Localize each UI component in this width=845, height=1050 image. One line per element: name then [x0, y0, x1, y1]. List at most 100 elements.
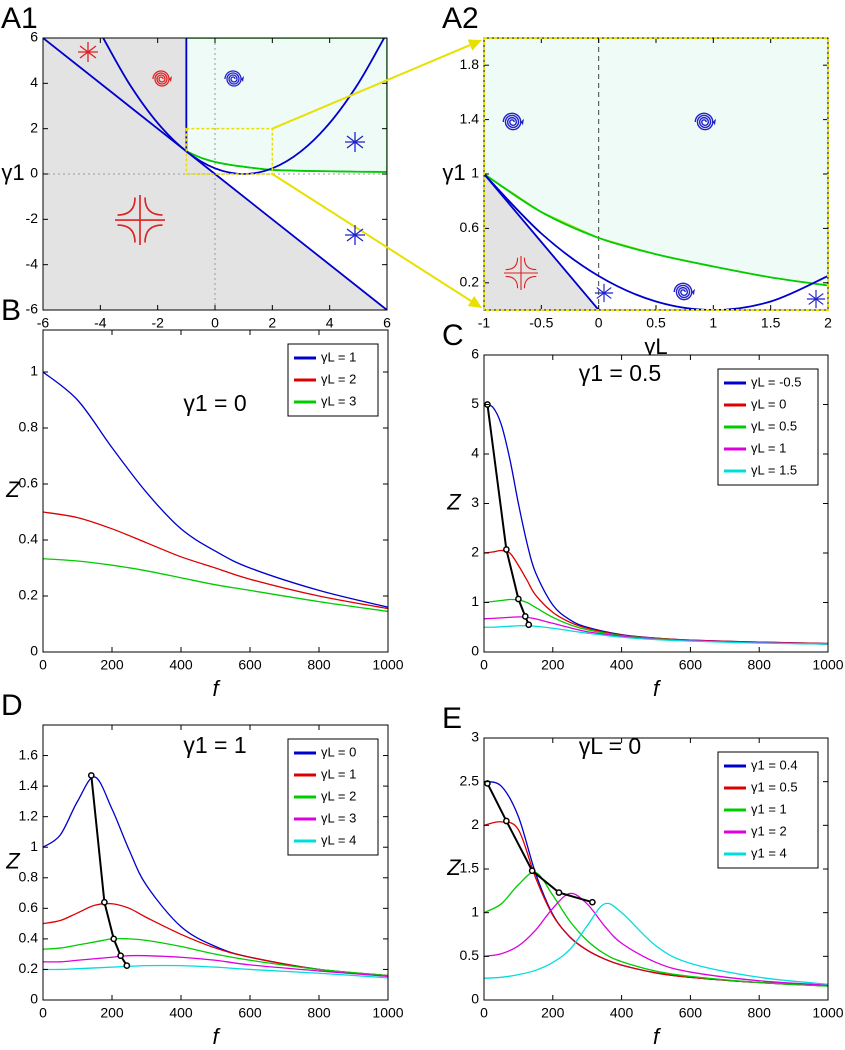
x-tick-label: 0 — [39, 657, 47, 673]
y-tick-label: 1.5 — [460, 860, 480, 876]
y-tick-label: 2 — [30, 119, 38, 135]
peak-marker — [117, 952, 124, 960]
peak-marker — [503, 817, 510, 825]
y-tick-label: 3 — [471, 729, 479, 745]
y-tick-label: 1 — [471, 593, 479, 609]
legend-label: γ1 = 0.5 — [751, 779, 798, 794]
legend-label: γL = 3 — [321, 810, 356, 825]
y-tick-label: 0.2 — [19, 960, 39, 976]
x-tick-label: 0 — [480, 1005, 488, 1021]
legend-label: γ1 = 1 — [751, 801, 787, 816]
y-axis-label: γ1 — [1, 160, 24, 185]
peak-marker — [555, 889, 563, 896]
series-line — [185, 150, 387, 173]
legend: γL = -0.5 γL = 0 γL = 0.5 γL = 1 γL = 1.5 — [717, 368, 819, 486]
legend-label: γ1 = 0.4 — [751, 757, 798, 772]
plot-content — [43, 772, 388, 979]
x-tick-label: 200 — [100, 1005, 124, 1021]
series-line — [43, 558, 388, 613]
legend-label: γL = 0 — [321, 744, 356, 759]
x-tick-label: 400 — [169, 1005, 193, 1021]
legend-label: γL = 2 — [321, 788, 356, 803]
legend-box — [717, 751, 819, 869]
plot-content — [43, 371, 388, 613]
legend-label: γ1 = 2 — [751, 823, 787, 838]
y-tick-label: 1.4 — [19, 777, 39, 793]
series-line — [102, 38, 385, 175]
y-tick-label: -4 — [26, 255, 39, 271]
y-tick-label: 0 — [30, 991, 38, 1007]
x-tick-label: 2 — [824, 315, 832, 331]
x-axis-label: f — [653, 1024, 662, 1049]
x-tick-label: 200 — [100, 657, 124, 673]
peak-marker — [87, 772, 95, 779]
peak-marker — [503, 546, 510, 553]
series-line — [484, 173, 828, 310]
y-tick-label: 6 — [471, 346, 479, 362]
legend-label: γL = 0 — [751, 396, 786, 411]
plot-content — [484, 780, 828, 987]
legend-label: γL = -0.5 — [751, 374, 801, 389]
y-tick-label: 1.6 — [19, 746, 39, 762]
y-tick-label: 0.4 — [19, 930, 39, 946]
x-tick-label: 0 — [480, 657, 488, 673]
peak-marker — [110, 935, 118, 943]
y-tick-label: -6 — [26, 301, 39, 317]
y-tick-label: 3 — [471, 494, 479, 510]
x-tick-label: 4 — [326, 315, 334, 331]
y-tick-label: 1.2 — [19, 807, 39, 823]
y-axis-label: Z — [5, 848, 21, 873]
x-tick-label: 1000 — [372, 657, 403, 673]
y-tick-label: 0.2 — [460, 274, 480, 290]
y-tick-label: 0.4 — [19, 531, 39, 547]
y-axis-label: Z — [446, 855, 462, 880]
y-tick-label: 1 — [30, 363, 38, 379]
y-tick-label: 0.6 — [19, 475, 39, 491]
y-tick-label: 0.8 — [19, 868, 39, 884]
x-tick-label: 200 — [541, 657, 565, 673]
y-tick-label: 2 — [471, 816, 479, 832]
y-tick-label: 1 — [471, 903, 479, 919]
legend-label: γL = 1 — [751, 440, 786, 455]
x-tick-label: 1 — [709, 315, 717, 331]
chart-title: γ1 = 0.5 — [579, 360, 661, 386]
legend: γL = 0 γL = 1 γL = 2 γL = 3 γL = 4 — [287, 738, 379, 856]
plot-frame — [42, 724, 389, 1001]
y-tick-label: 2.5 — [460, 772, 480, 788]
panel-label: A2 — [442, 2, 479, 35]
series-line — [484, 173, 828, 287]
plot-frame — [42, 329, 389, 653]
plot-content — [484, 38, 828, 310]
x-tick-label: 0 — [595, 315, 603, 331]
panel-label: C — [442, 319, 464, 352]
zoom-arrow-head — [467, 295, 482, 308]
y-tick-label: 0.2 — [19, 587, 39, 603]
zoom-box — [185, 127, 274, 175]
peak-marker — [525, 621, 533, 629]
zoom-frame — [483, 37, 829, 311]
y-tick-label: 1 — [30, 838, 38, 854]
x-tick-label: 6 — [383, 315, 391, 331]
x-tick-label: 400 — [169, 657, 193, 673]
chart-title: γ1 = 0 — [183, 390, 246, 416]
series-line — [43, 964, 388, 979]
x-tick-label: 0 — [39, 1005, 47, 1021]
peak-marker — [528, 867, 536, 875]
y-tick-label: 1.4 — [460, 110, 480, 126]
series-line — [484, 892, 828, 986]
x-tick-label: 1.5 — [761, 315, 781, 331]
legend-label: γL = 3 — [321, 393, 356, 408]
panel-2: 0 200 400 600 800 1000 0 0.2 0.4 0.6 0.8 1 Bf Zγ1 = 0… — [1, 294, 404, 701]
legend-label: γL = 1 — [321, 766, 356, 781]
zoom-arrow — [271, 173, 472, 302]
chart-title: γ1 = 1 — [183, 732, 246, 758]
peak-marker — [515, 595, 522, 603]
legend-label: γL = 0.5 — [751, 418, 797, 433]
legend-label: γL = 1.5 — [751, 462, 797, 477]
y-tick-label: 5 — [471, 395, 479, 411]
y-tick-label: 0.6 — [460, 219, 480, 235]
x-axis-label: f — [212, 1024, 221, 1049]
y-tick-label: 1 — [471, 165, 479, 181]
